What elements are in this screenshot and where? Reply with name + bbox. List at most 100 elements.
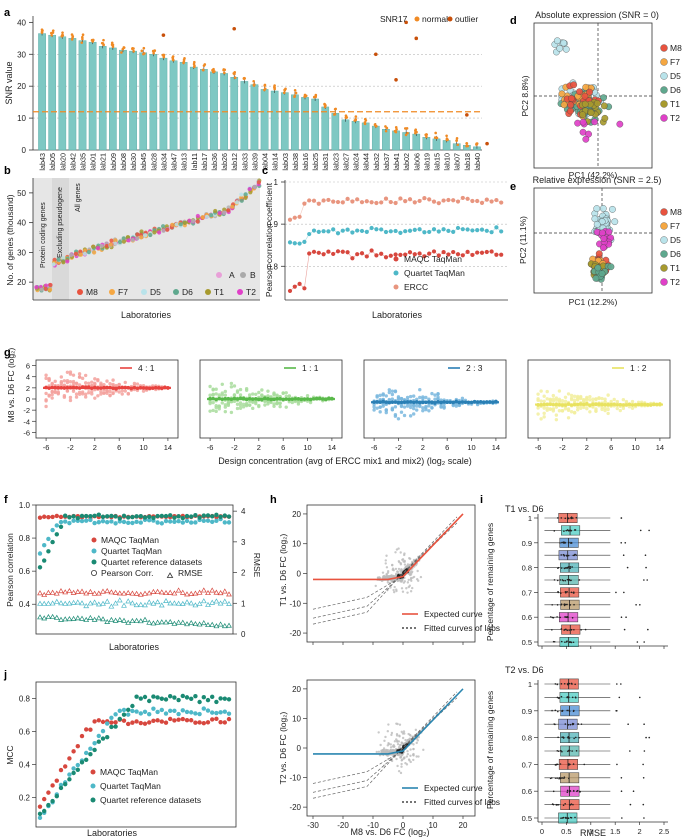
ercc-fc-point xyxy=(575,405,580,409)
taqman-rmse-marker xyxy=(125,598,132,604)
snr-replicate-dot xyxy=(475,143,478,146)
genes-y-tick-label: 40 xyxy=(17,219,26,228)
ercc-fc-point xyxy=(296,400,301,404)
mcc-point xyxy=(92,719,97,724)
rmse-t2-dot xyxy=(561,817,564,819)
mcc-point xyxy=(134,719,139,724)
taqman-corr-point xyxy=(58,514,64,520)
genes-point xyxy=(243,192,248,197)
taqman-corr-point xyxy=(155,520,160,525)
mcc-y-ticks: 0.20.40.60.8 xyxy=(19,694,36,802)
corr-point xyxy=(499,200,504,205)
genes-point xyxy=(213,208,218,214)
ercc-fc-point xyxy=(68,398,73,403)
ercc-fc-point xyxy=(53,379,57,383)
corr-point xyxy=(369,248,374,253)
snr-bar xyxy=(78,40,87,151)
genes-region-band xyxy=(52,178,69,300)
snr-bar xyxy=(392,130,400,151)
rmse-t1-outlier-dot xyxy=(639,604,641,606)
genes-point xyxy=(170,222,175,227)
ercc-fc-point xyxy=(545,397,549,401)
corr-point xyxy=(388,229,393,234)
pca-rel-legend-label: F7 xyxy=(670,221,680,231)
pca-abs-legend-marker xyxy=(660,44,668,52)
snr-lab-label: lab44 xyxy=(362,153,371,171)
taqman-corr-point xyxy=(168,513,173,518)
genes-legend: A BM8 F7 D5 D6 T1 T2 xyxy=(77,270,256,297)
ercc-fc-point xyxy=(123,389,127,393)
corr-point xyxy=(297,281,302,286)
rmse-t2-dot xyxy=(569,723,572,726)
taqman-corr-point xyxy=(58,524,64,529)
mcc-point xyxy=(37,804,43,809)
ercc-fc-point xyxy=(135,382,140,386)
mcc-point xyxy=(197,720,202,725)
pca-abs-legend-marker xyxy=(660,86,668,94)
pca-rel-point xyxy=(599,205,607,212)
taqman-rmse-marker xyxy=(100,616,106,622)
taqman-rmse-marker xyxy=(37,590,43,596)
genes-point xyxy=(43,283,49,288)
mcc-point xyxy=(134,694,139,699)
rmse-t2-x-tick-label: 2 xyxy=(638,827,642,836)
taqman-corr-point xyxy=(46,514,51,520)
rmse-t2-outlier-dot xyxy=(632,790,635,792)
corr-point xyxy=(311,198,317,203)
rmse-t2-dot xyxy=(556,763,559,766)
ercc-fc-point xyxy=(266,399,270,404)
ercc-fc-point xyxy=(223,389,228,394)
ercc-fc-point xyxy=(99,392,103,396)
snr-legend-normal-marker xyxy=(414,16,420,22)
ercc-fc-point xyxy=(260,393,264,397)
taqman-rmse-marker xyxy=(188,600,195,606)
snr-lab-label: lab11 xyxy=(190,153,199,170)
ercc-fc-point xyxy=(254,401,258,406)
rmse-t1-dot xyxy=(570,591,573,594)
ercc-fc-point xyxy=(390,392,395,397)
ercc-fc-point xyxy=(621,397,626,402)
genes-point xyxy=(47,287,53,292)
taqman-legend-label: RMSE xyxy=(178,568,203,578)
taqman-corr-point xyxy=(105,514,110,519)
mcc-point xyxy=(130,720,135,725)
corr-point xyxy=(455,252,461,257)
snr-legend-outlier: outlier xyxy=(455,14,478,24)
ercc-fc-point xyxy=(214,392,218,396)
snr-outlier-dot xyxy=(374,52,378,57)
snr-bar xyxy=(371,125,380,151)
snr-replicate-dot xyxy=(406,131,409,135)
ercc-fc-point xyxy=(53,389,57,394)
pca-rel-legend-marker xyxy=(660,236,668,244)
rmse-t2-outlier-dot xyxy=(643,750,646,752)
ercc-fc-point xyxy=(579,396,583,401)
snr-lab-label: lab08 xyxy=(119,153,128,171)
genes-point xyxy=(95,246,101,251)
fc-t2-point xyxy=(385,749,389,752)
rmse-t1-dot xyxy=(573,628,575,631)
mcc-point xyxy=(189,718,194,723)
mcc-point xyxy=(113,724,118,729)
mcc-point xyxy=(142,694,148,700)
ercc-fc-point xyxy=(427,409,431,413)
fc-t1-point xyxy=(409,590,413,593)
genes-legend-label: T1 xyxy=(214,287,224,297)
fc-t2-point xyxy=(422,748,425,752)
taqman-corr-point xyxy=(193,520,198,525)
corr-point xyxy=(379,227,384,232)
snr-outlier-dot xyxy=(161,33,166,37)
mcc-point xyxy=(37,811,43,817)
rmse-t2-dot xyxy=(566,789,569,792)
rmse-t2-outlier-dot xyxy=(645,736,647,739)
snr-replicate-dot xyxy=(61,33,64,37)
fc-t2-x-tick-label: 10 xyxy=(429,821,438,830)
rmse-t1-dot xyxy=(570,579,572,582)
taqman-rmse-marker xyxy=(37,614,43,620)
corr-point xyxy=(412,252,417,257)
corr-point xyxy=(311,228,317,233)
rmse-t2-dot xyxy=(562,804,565,807)
corr-point xyxy=(393,252,398,257)
snr-replicate-dot xyxy=(456,143,460,147)
ercc-fc-point xyxy=(247,399,252,404)
mcc-point xyxy=(130,703,135,709)
